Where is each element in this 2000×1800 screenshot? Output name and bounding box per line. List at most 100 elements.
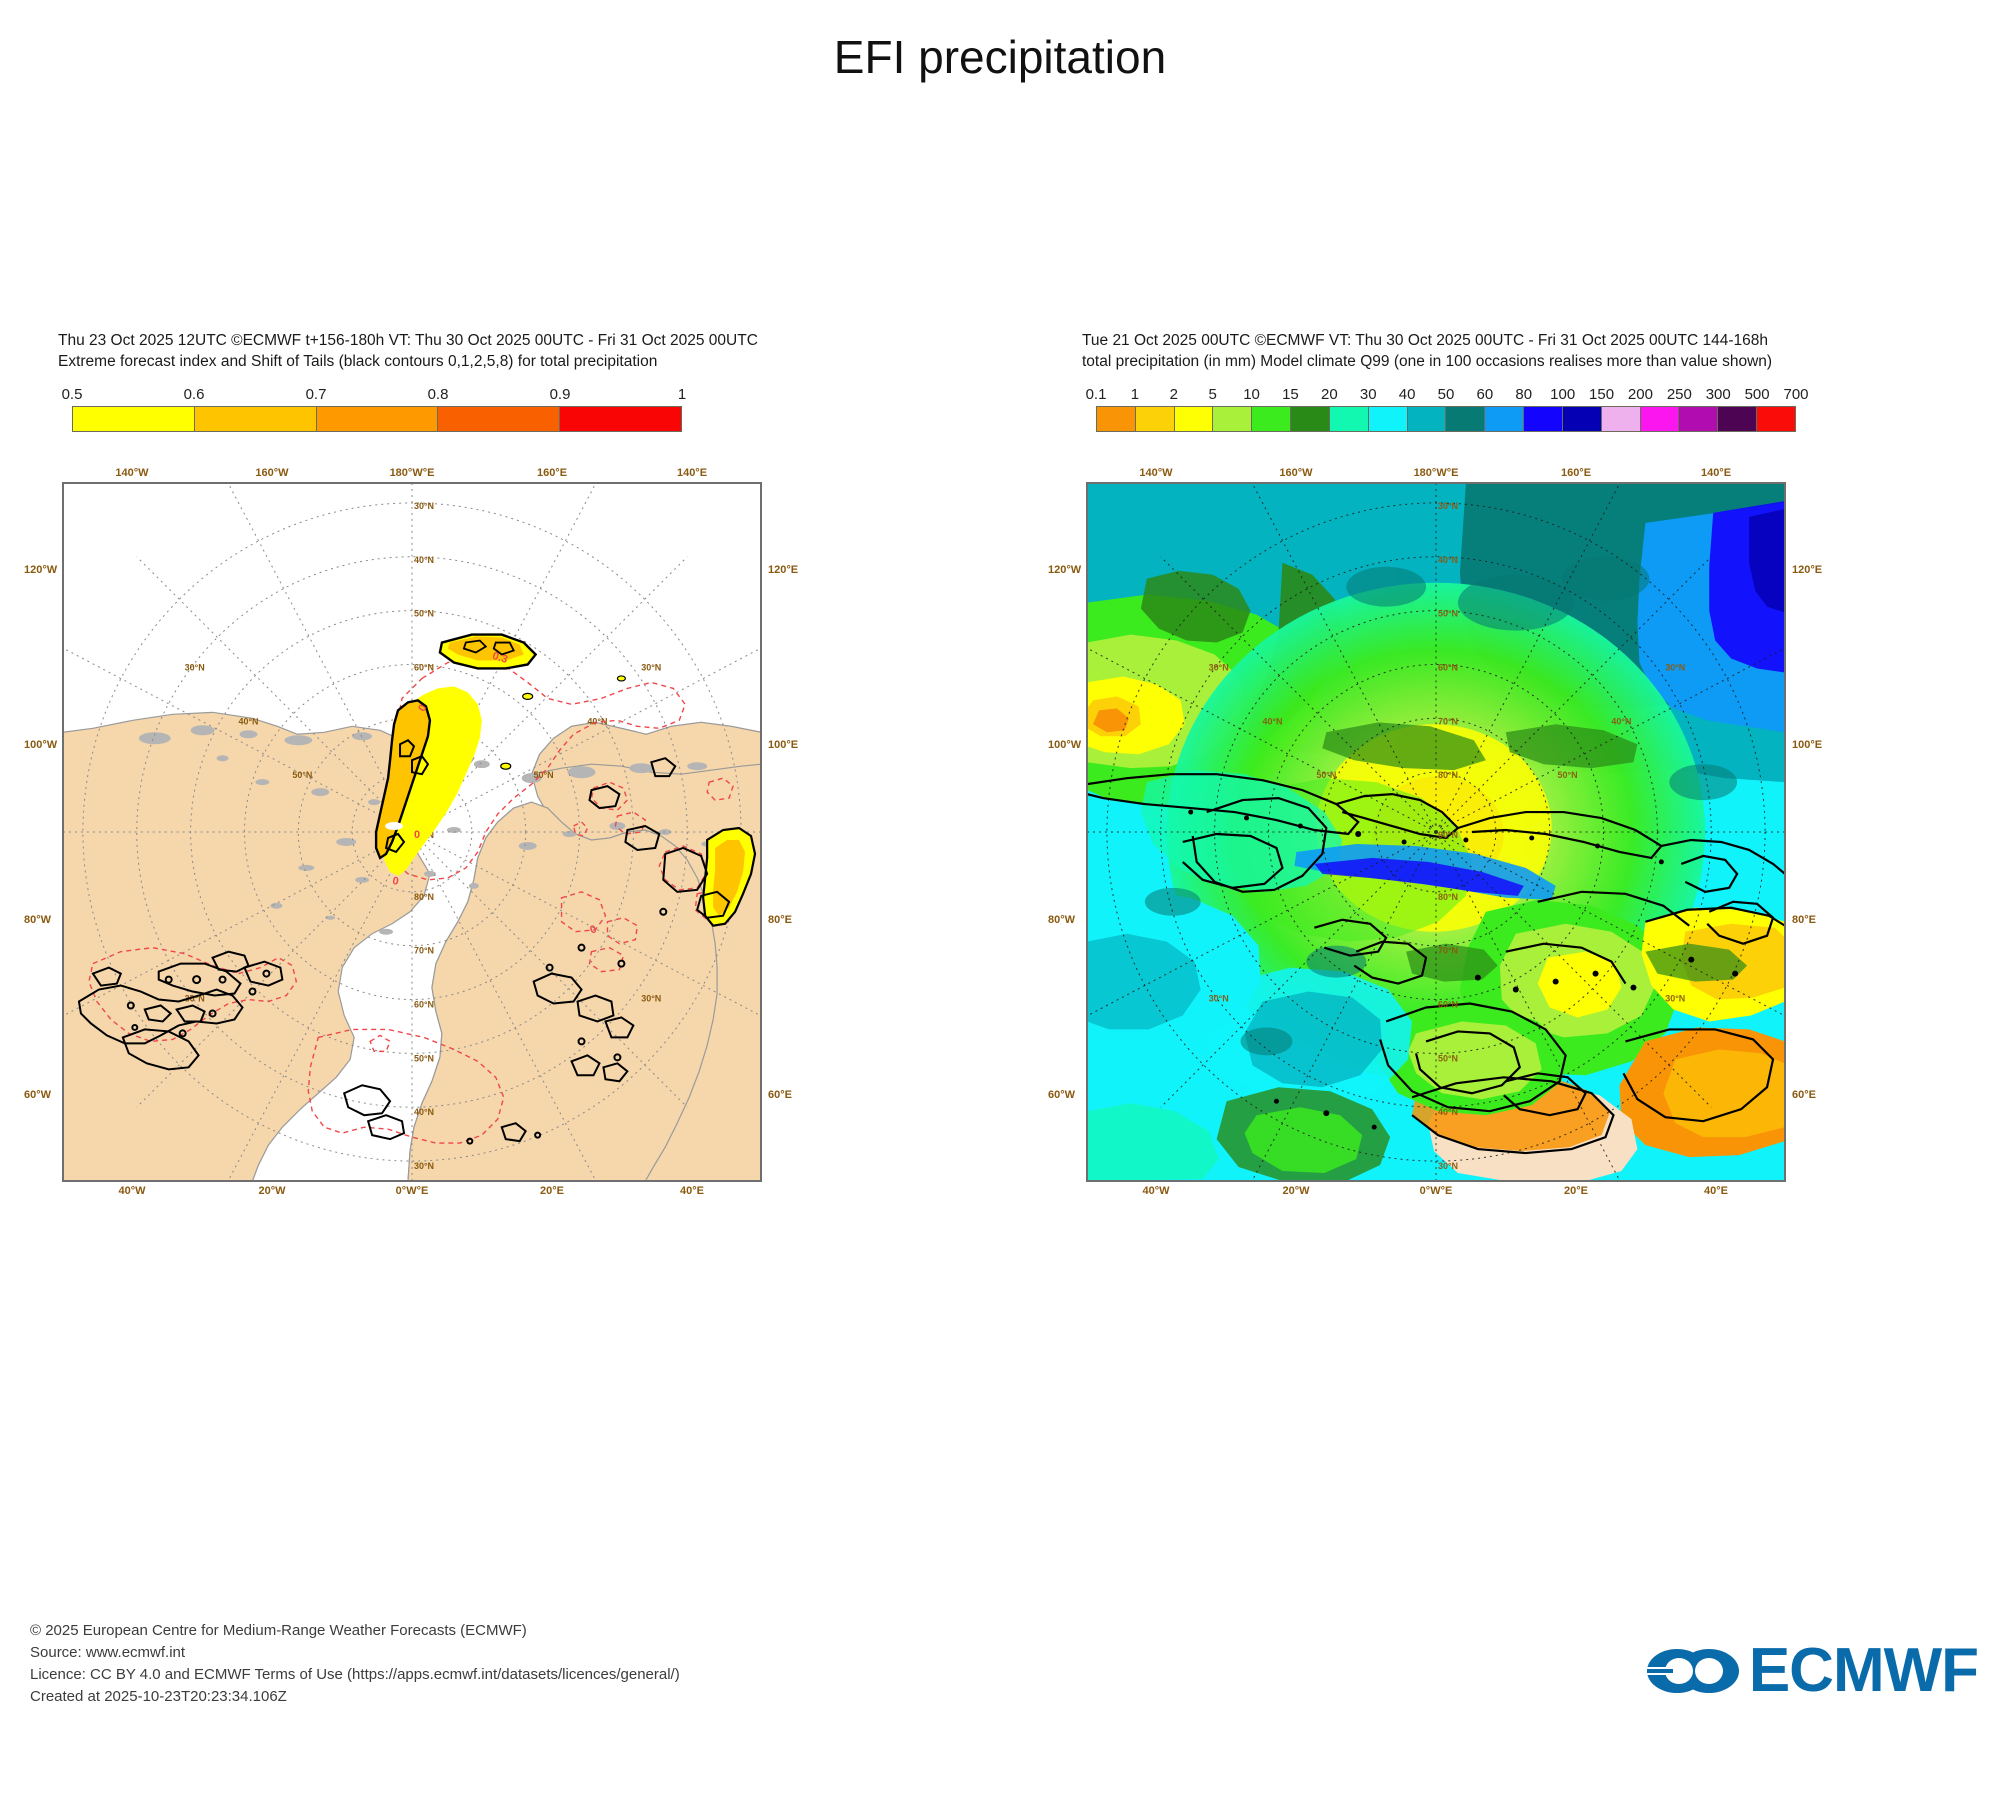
colorbar-precip-swatch-13 bbox=[1601, 407, 1641, 431]
footer: © 2025 European Centre for Medium-Range … bbox=[30, 1620, 680, 1708]
colorbar-precip-ticks: 0.1 1 2 5 10 15 20 30 40 50 60 80 100 150 200 250 300 500… bbox=[1086, 386, 1809, 406]
colorbar-efi-tick-5: 1 bbox=[677, 386, 687, 403]
svg-text:50°N: 50°N bbox=[1316, 770, 1336, 780]
svg-text:80°N: 80°N bbox=[414, 892, 434, 902]
colorbar-precip-tick-9: 50 bbox=[1437, 386, 1455, 403]
colorbar-precip-swatch-12 bbox=[1562, 407, 1602, 431]
map-precip[interactable]: 30°N 40°N 50°N 60°N 70°N 80°N 90°N 80°N … bbox=[1086, 482, 1786, 1182]
svg-text:30°N: 30°N bbox=[1665, 994, 1685, 1004]
svg-text:30°N: 30°N bbox=[641, 994, 661, 1004]
svg-text:60°N: 60°N bbox=[1438, 999, 1458, 1009]
svg-text:30°N: 30°N bbox=[1438, 501, 1458, 511]
panel-efi: Thu 23 Oct 2025 12UTC ©ECMWF t+156-180h … bbox=[24, 330, 958, 1198]
colorbar-precip-swatch-7 bbox=[1368, 407, 1408, 431]
colorbar-precip-swatch-3 bbox=[1213, 407, 1253, 431]
ecmwf-logo-text: ECMWF bbox=[1748, 1636, 1979, 1705]
svg-text:50°N: 50°N bbox=[414, 1053, 434, 1063]
panel-right-header-line2: total precipitation (in mm) Model climat… bbox=[1082, 353, 1773, 370]
panel-right-header: Tue 21 Oct 2025 00UTC ©ECMWF VT: Thu 30 … bbox=[1082, 330, 1982, 372]
colorbar-efi-swatch-1 bbox=[194, 407, 317, 431]
svg-text:50°N: 50°N bbox=[1558, 770, 1578, 780]
map-efi-axis-bottom-label-3: 20°E bbox=[540, 1185, 564, 1197]
colorbar-precip-swatch-11 bbox=[1524, 407, 1563, 431]
panel-left-header: Thu 23 Oct 2025 12UTC ©ECMWF t+156-180h … bbox=[58, 330, 958, 372]
svg-text:40°N: 40°N bbox=[1438, 1107, 1458, 1117]
map-efi-axis-top-label-3: 160°E bbox=[536, 467, 568, 479]
map-efi-axis-left-label-3: 60°W bbox=[24, 1088, 52, 1101]
colorbar-precip-swatch-5 bbox=[1291, 407, 1330, 431]
svg-text:60°N: 60°N bbox=[414, 999, 434, 1009]
map-precip-axis-top-label-0: 140°W bbox=[1139, 467, 1173, 479]
colorbar-efi-swatches bbox=[72, 406, 682, 432]
map-precip-axis-bottom-label-0: 40°W bbox=[1142, 1185, 1170, 1197]
colorbar-precip-swatches bbox=[1096, 406, 1796, 432]
colorbar-precip-tick-7: 30 bbox=[1359, 386, 1377, 403]
svg-text:40°N: 40°N bbox=[1438, 555, 1458, 565]
map-efi[interactable]: 30°N 40°N 50°N 60°N 70°N 80°N 90°N 80°N … bbox=[62, 482, 762, 1182]
colorbar-precip-swatch-6 bbox=[1329, 407, 1369, 431]
svg-text:30°N: 30°N bbox=[185, 994, 205, 1004]
map-precip-axis-bottom-label-1: 20°W bbox=[1282, 1185, 1310, 1197]
colorbar-precip-tick-4: 10 bbox=[1243, 386, 1260, 403]
colorbar-precip-tick-3: 5 bbox=[1208, 386, 1217, 403]
colorbar-precip-swatch-10 bbox=[1485, 407, 1525, 431]
map-precip-axis-top-label-3: 160°E bbox=[1560, 467, 1592, 479]
colorbar-precip-tick-2: 2 bbox=[1169, 386, 1178, 403]
map-precip-container: 30°N 40°N 50°N 60°N 70°N 80°N 90°N 80°N … bbox=[1048, 438, 1982, 1198]
colorbar-precip-swatch-8 bbox=[1407, 407, 1447, 431]
map-precip-axis-top-label-1: 160°W bbox=[1279, 467, 1313, 479]
colorbar-precip-tick-12: 100 bbox=[1550, 386, 1576, 403]
map-precip-axis-left-label-3: 60°W bbox=[1048, 1088, 1076, 1101]
colorbar-precip-swatch-9 bbox=[1446, 407, 1486, 431]
map-efi-axis-bottom-label-2: 0°W°E bbox=[395, 1185, 429, 1197]
map-efi-graphic: 30°N 40°N 50°N 60°N 70°N 80°N 90°N 80°N … bbox=[63, 483, 761, 1181]
svg-text:30°N: 30°N bbox=[1209, 994, 1229, 1004]
map-efi-axis-right-label-0: 120°E bbox=[768, 563, 799, 576]
map-efi-axis-left-label-2: 80°W bbox=[24, 913, 52, 926]
panel-left-header-line1: Thu 23 Oct 2025 12UTC ©ECMWF t+156-180h … bbox=[58, 332, 758, 349]
colorbar-precip-tick-8: 40 bbox=[1398, 386, 1416, 403]
colorbar-efi-swatch-2 bbox=[316, 407, 439, 431]
svg-text:50°N: 50°N bbox=[1438, 609, 1458, 619]
svg-text:40°N: 40°N bbox=[587, 716, 607, 726]
svg-text:30°N: 30°N bbox=[1665, 662, 1685, 672]
svg-text:0: 0 bbox=[414, 829, 420, 841]
map-precip-axis-right-label-2: 80°E bbox=[1792, 913, 1816, 926]
svg-text:30°N: 30°N bbox=[185, 662, 205, 672]
colorbar-precip-tick-14: 200 bbox=[1627, 386, 1653, 403]
svg-text:30°N: 30°N bbox=[1438, 1161, 1458, 1171]
map-efi-axis-right-label-3: 60°E bbox=[768, 1088, 792, 1101]
footer-source: Source: www.ecmwf.int bbox=[30, 1644, 186, 1661]
svg-text:0: 0 bbox=[588, 923, 598, 936]
svg-text:50°N: 50°N bbox=[1438, 1053, 1458, 1063]
svg-text:40°N: 40°N bbox=[1262, 716, 1282, 726]
map-precip-axis-bottom-label-3: 20°E bbox=[1564, 1185, 1588, 1197]
page-title: EFI precipitation bbox=[833, 31, 1167, 83]
map-efi-axis-bottom-label-4: 40°E bbox=[680, 1185, 704, 1197]
colorbar-efi-ticks: 0.5 0.6 0.7 0.8 0.9 1 bbox=[62, 386, 687, 406]
footer-created: Created at 2025-10-23T20:23:34.106Z bbox=[30, 1688, 287, 1705]
map-efi-axis-top-label-2: 180°W°E bbox=[389, 467, 435, 479]
svg-text:50°N: 50°N bbox=[534, 770, 554, 780]
svg-text:60°N: 60°N bbox=[414, 662, 434, 672]
colorbar-precip-swatch-0 bbox=[1097, 407, 1136, 431]
colorbar-precip-tick-13: 150 bbox=[1589, 386, 1615, 403]
colorbar-precip-tick-6: 20 bbox=[1320, 386, 1338, 403]
colorbar-precip-swatch-2 bbox=[1174, 407, 1214, 431]
footer-licence: Licence: CC BY 4.0 and ECMWF Terms of Us… bbox=[30, 1666, 680, 1683]
colorbar-precip-tick-15: 250 bbox=[1666, 386, 1692, 403]
colorbar-efi-tick-3: 0.8 bbox=[427, 386, 449, 403]
map-efi-axis-top-label-1: 160°W bbox=[255, 467, 289, 479]
svg-text:30°N: 30°N bbox=[641, 662, 661, 672]
colorbar-efi-swatch-4 bbox=[560, 407, 681, 431]
map-efi-axis-right-label-1: 100°E bbox=[768, 738, 799, 751]
svg-text:70°N: 70°N bbox=[414, 946, 434, 956]
colorbar-efi-swatch-3 bbox=[438, 407, 561, 431]
map-efi-container: 30°N 40°N 50°N 60°N 70°N 80°N 90°N 80°N … bbox=[24, 438, 958, 1198]
map-efi-axis-bottom-label-0: 40°W bbox=[118, 1185, 146, 1197]
map-precip-graphic: 30°N 40°N 50°N 60°N 70°N 80°N 90°N 80°N … bbox=[1087, 483, 1785, 1181]
colorbar-efi: 0.5 0.6 0.7 0.8 0.9 1 bbox=[62, 386, 687, 432]
svg-text:0: 0 bbox=[392, 875, 400, 888]
colorbar-precip-tick-18: 700 bbox=[1783, 386, 1809, 403]
colorbar-precip-tick-16: 300 bbox=[1705, 386, 1731, 403]
